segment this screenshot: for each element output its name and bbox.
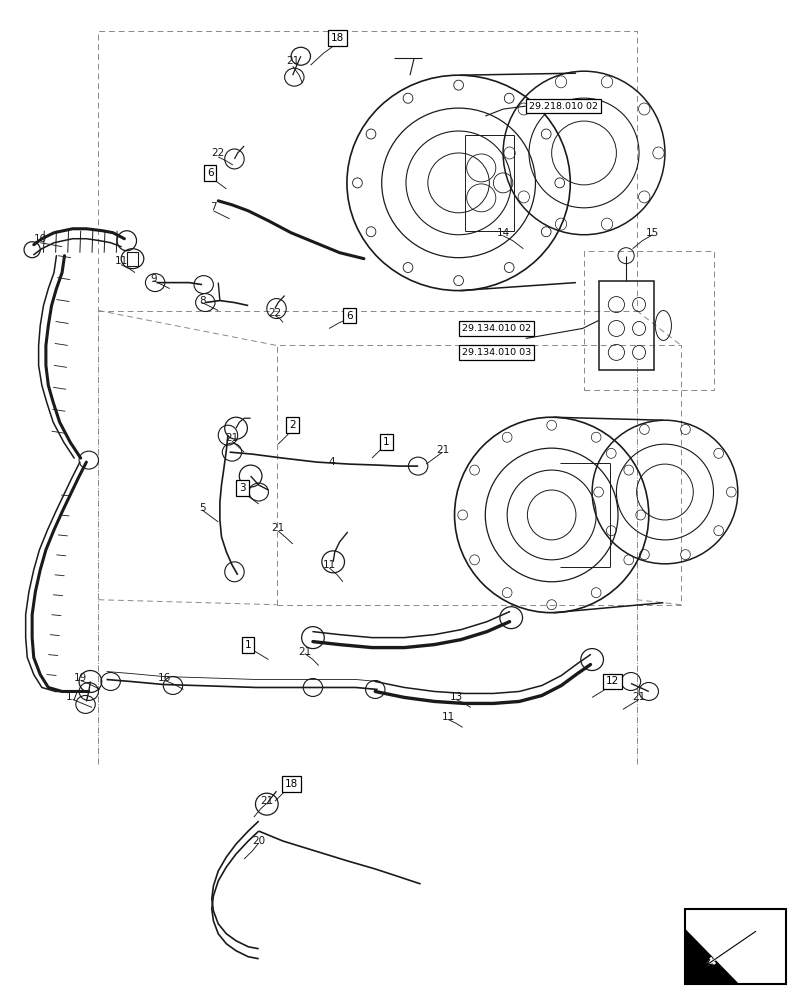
Text: 1: 1	[245, 640, 251, 650]
Bar	[598, 281, 653, 370]
Text: 6: 6	[207, 168, 213, 178]
Text: 7: 7	[210, 202, 217, 212]
Text: 21: 21	[298, 647, 311, 657]
Text: 11: 11	[322, 560, 335, 570]
Text: 10: 10	[33, 234, 47, 244]
Text: 20: 20	[252, 836, 265, 846]
Bar	[684, 909, 785, 984]
Text: 12: 12	[605, 676, 618, 686]
Polygon shape	[684, 930, 737, 984]
Text: 29.134.010 03: 29.134.010 03	[461, 348, 530, 357]
Text: 21: 21	[285, 56, 299, 66]
Text: 5: 5	[199, 503, 205, 513]
Text: 11: 11	[114, 256, 127, 266]
Text: 16: 16	[158, 673, 171, 683]
Text: 21: 21	[271, 523, 285, 533]
Text: 15: 15	[646, 228, 659, 238]
Text: 14: 14	[496, 228, 509, 238]
Text: 8: 8	[199, 296, 205, 306]
Text: 17: 17	[66, 692, 79, 702]
Text: 9: 9	[150, 274, 157, 284]
Text: 21: 21	[632, 692, 645, 702]
Text: 19: 19	[74, 673, 88, 683]
Text: 1: 1	[383, 437, 389, 447]
Text: 29.218.010 02: 29.218.010 02	[529, 102, 598, 111]
Text: 21: 21	[225, 433, 238, 443]
Text: 18: 18	[330, 33, 343, 43]
Text: 22: 22	[212, 148, 225, 158]
Text: 13: 13	[449, 692, 462, 702]
Text: 29.134.010 02: 29.134.010 02	[461, 324, 530, 333]
Text: 6: 6	[345, 311, 352, 321]
Text: 21: 21	[436, 445, 448, 455]
Text: 2: 2	[289, 420, 296, 430]
Text: 4: 4	[328, 457, 334, 467]
Text: 21: 21	[260, 796, 273, 806]
Text: 18: 18	[284, 779, 298, 789]
Bar	[127, 252, 138, 266]
Text: 11: 11	[441, 712, 454, 722]
Text: 3: 3	[239, 483, 246, 493]
Text: 22: 22	[268, 308, 281, 318]
